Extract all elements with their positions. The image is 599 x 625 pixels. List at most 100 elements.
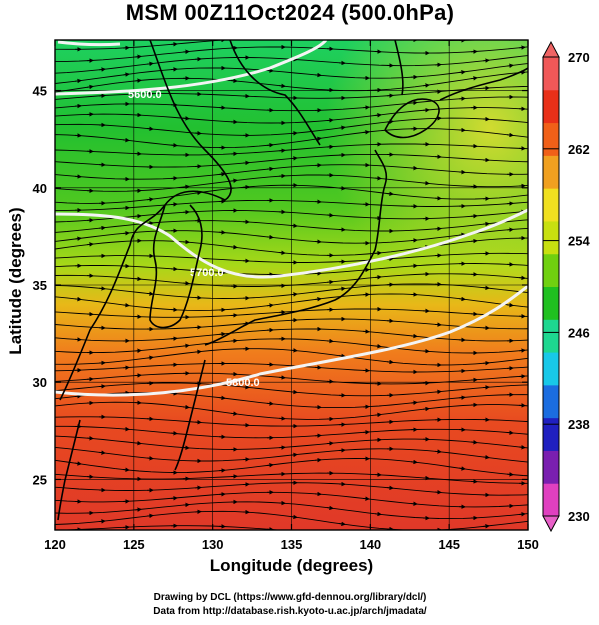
stream-arrow: [482, 523, 490, 529]
streamline: [55, 416, 528, 427]
contour-5800: [55, 284, 528, 397]
stream-arrow: [434, 449, 442, 454]
stream-arrow: [290, 223, 298, 228]
streamline: [55, 107, 528, 124]
stream-arrow: [134, 54, 142, 59]
stream-arrow: [134, 440, 142, 446]
stream-arrow: [338, 521, 346, 527]
stream-arrow: [410, 238, 418, 243]
stream-arrow: [458, 395, 466, 400]
stream-arrow: [266, 166, 274, 172]
colorbar-segment: [543, 384, 559, 419]
y-tick-label: 45: [33, 84, 47, 99]
streamline: [55, 435, 528, 450]
stream-arrow: [170, 143, 178, 148]
stream-arrow: [122, 467, 130, 472]
colorbar-segment: [543, 220, 559, 255]
stream-arrow: [146, 291, 154, 296]
y-tick-label: 35: [33, 278, 47, 293]
stream-arrow: [290, 292, 298, 297]
stream-arrow: [374, 250, 382, 256]
contour-5700: [55, 208, 528, 279]
x-axis-label: Longitude (degrees): [209, 556, 374, 575]
stream-arrow: [182, 281, 190, 286]
stream-arrow: [506, 430, 514, 435]
stream-arrow: [410, 400, 418, 405]
stream-arrow: [146, 61, 154, 67]
streamline: [55, 382, 528, 397]
stream-arrow: [326, 279, 334, 285]
stream-arrow: [518, 445, 526, 450]
stream-arrow: [434, 389, 442, 395]
stream-arrow: [338, 353, 346, 359]
stream-arrow: [74, 461, 82, 466]
stream-arrow: [74, 394, 82, 399]
stream-arrow: [242, 184, 250, 190]
coast-continent: [59, 40, 321, 401]
stream-arrow: [218, 395, 226, 401]
x-ticks: 120 125 130 135 140 145 150: [44, 40, 539, 552]
chart-title: MSM 00Z11Oct2024 (500.0hPa): [125, 0, 455, 25]
stream-arrow: [230, 78, 238, 83]
stream-arrow: [134, 276, 142, 282]
stream-arrow: [266, 142, 274, 148]
stream-arrow: [422, 107, 430, 113]
stream-arrow: [182, 502, 190, 508]
stream-arrow: [146, 126, 154, 131]
stream-arrow: [326, 441, 334, 446]
x-tick-label: 145: [438, 537, 460, 552]
stream-arrow: [182, 239, 190, 245]
stream-arrow: [422, 180, 430, 186]
streamline: [55, 117, 528, 136]
stream-arrow: [242, 160, 250, 166]
x-tick-label: 135: [281, 537, 303, 552]
colorbar-segment: [543, 450, 559, 484]
stream-arrow: [482, 360, 490, 366]
contour-5600: [55, 40, 328, 96]
x-tick-label: 150: [517, 537, 539, 552]
stream-arrow: [230, 178, 238, 184]
colorbar-segment: [543, 89, 559, 124]
stream-arrow: [290, 131, 298, 136]
stream-arrow: [314, 457, 322, 463]
stream-arrow: [266, 401, 274, 406]
coast-korea: [149, 204, 203, 329]
stream-arrow: [170, 336, 178, 341]
colorbar-tick-label: 246: [568, 325, 590, 340]
stream-arrow: [98, 225, 106, 231]
coastlines: [57, 40, 528, 521]
x-tick-label: 140: [359, 537, 381, 552]
streamline: [55, 372, 528, 385]
colorbar-tick-label: 254: [568, 234, 590, 249]
stream-arrow: [278, 250, 286, 255]
stream-arrow: [470, 238, 478, 244]
streamline: [55, 184, 528, 204]
stream-arrow: [122, 230, 130, 236]
colorbar-segment: [543, 417, 559, 451]
streamline: [55, 482, 528, 496]
contour-label-5600: 5600.0: [128, 89, 162, 101]
y-tick-label: 30: [33, 375, 47, 390]
stream-arrow: [314, 72, 322, 78]
contour-label-5700: 5700.0: [190, 267, 224, 279]
stream-arrow: [434, 322, 442, 327]
stream-arrow: [506, 227, 514, 232]
stream-arrow: [266, 68, 274, 73]
stream-arrow: [170, 495, 178, 501]
stream-arrow: [470, 440, 478, 445]
stream-arrow: [182, 184, 190, 190]
stream-arrow: [278, 83, 286, 89]
stream-arrow: [374, 511, 382, 517]
stream-arrow: [362, 105, 370, 110]
stream-arrow: [230, 244, 238, 250]
stream-arrow: [410, 501, 418, 507]
stream-arrow: [218, 468, 226, 473]
stream-arrow: [266, 303, 274, 308]
streamline: [55, 153, 528, 168]
colorbar-segment: [543, 253, 559, 287]
stream-arrow: [194, 485, 202, 490]
stream-arrow: [326, 338, 334, 344]
stream-arrow: [470, 213, 478, 219]
stream-arrow: [518, 512, 526, 517]
stream-arrow: [326, 118, 334, 123]
